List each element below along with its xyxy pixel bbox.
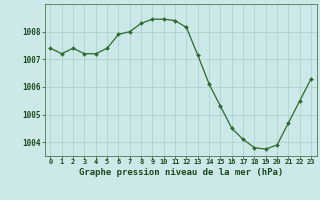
X-axis label: Graphe pression niveau de la mer (hPa): Graphe pression niveau de la mer (hPa) (79, 168, 283, 177)
